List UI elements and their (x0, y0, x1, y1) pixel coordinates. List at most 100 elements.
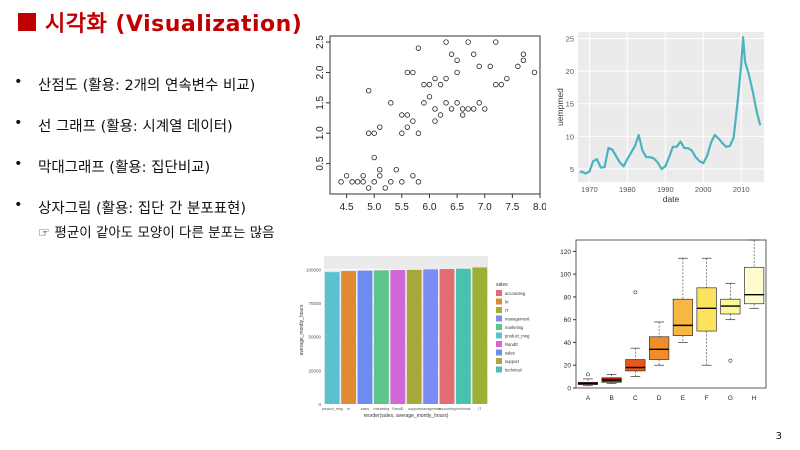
bullet-text: 상자그림 (활용: 집단 간 분포표현) (38, 201, 247, 217)
x-tick-label: C (633, 395, 638, 402)
scatter-point (404, 124, 411, 130)
scatter-point (454, 69, 460, 76)
bullet-item: • 선 그래프 (활용: 시계열 데이터) (14, 115, 314, 136)
scatter-point (426, 81, 433, 88)
scatter-point (531, 69, 538, 76)
scatter-point (504, 75, 510, 82)
x-tick-label: 5.0 (367, 202, 381, 213)
y-tick-label: 1.5 (315, 95, 326, 109)
scatter-point (432, 106, 438, 112)
scatter-point (432, 118, 438, 124)
scatter-point (371, 179, 377, 185)
y-axis-label: average_montly_hours (299, 304, 305, 355)
bar (472, 267, 488, 404)
outlier-point (633, 290, 638, 295)
bar (374, 270, 389, 404)
legend-label: hr (505, 300, 509, 305)
box-chart: 0 20 40 60 80 100 120 A B C D E F G H (560, 239, 767, 402)
scatter-point (448, 51, 455, 57)
x-tick-label: 2010 (733, 185, 750, 194)
y-tick-label: 0.5 (315, 156, 326, 170)
slide-title: 시각화 (Visualization) (18, 6, 302, 38)
x-tick-label: 7.5 (505, 202, 519, 213)
scatter-point (476, 100, 482, 106)
y-axis-label: uempmed (556, 88, 565, 126)
scatter-point (388, 100, 394, 106)
bullet-item: • 막대그래프 (활용: 집단비교) (14, 156, 314, 177)
legend-label: accounting (505, 291, 526, 296)
scatter-point (410, 118, 416, 124)
y-tick-label: 25000 (308, 368, 321, 373)
scatter-point (338, 179, 344, 185)
scatter-point (382, 185, 388, 191)
box-chart-panel: 0 20 40 60 80 100 120 A B C D E F G H (558, 236, 772, 410)
scatter-point (498, 81, 505, 88)
y-tick-label: 20 (564, 363, 572, 370)
legend-swatch (496, 324, 502, 330)
line-chart: 1970 1980 1990 2000 2010 5 10 15 20 25 date uempmed (555, 32, 764, 204)
scatter-point (404, 112, 411, 118)
scatter-point (404, 69, 411, 76)
title-text: 시각화 (Visualization) (45, 12, 303, 37)
x-tick-label: product_mng (322, 407, 343, 411)
legend-label: sales (505, 351, 515, 356)
scatter-point (482, 106, 488, 112)
x-tick-label: 7.0 (478, 202, 492, 213)
scatter-point (432, 75, 438, 82)
legend-swatch (496, 332, 502, 339)
bullet-item: • 산점도 (활용: 2개의 연속변수 비교) (14, 74, 314, 95)
scatter-point (349, 179, 355, 185)
x-axis-label: reorder(sales, average_montly_hours) (364, 413, 449, 419)
scatter-point (421, 81, 427, 88)
scatter-point (365, 130, 372, 136)
scatter-point (426, 94, 433, 100)
x-axis-label: date (663, 194, 680, 204)
scatter-point (388, 179, 394, 185)
y-tick-label: 80 (564, 294, 572, 301)
scatter-point (465, 106, 471, 112)
scatter-point (443, 100, 449, 106)
x-tick-label: sales (361, 407, 370, 411)
y-tick-label: 100 (560, 272, 571, 279)
legend-swatch (496, 298, 502, 305)
y-tick-label: 10 (566, 132, 574, 141)
bullet-subtext: ☞ 평균이 같아도 모양이 다른 분포는 많음 (38, 225, 275, 241)
bar-chart-panel: 0 25000 50000 75000 100000 product_mng hr sales… (296, 252, 538, 428)
y-tick-label: 2.0 (315, 65, 326, 79)
x-tick-label: 1980 (619, 185, 636, 194)
scatter-point (448, 106, 455, 112)
bar (406, 269, 422, 404)
x-tick-label: 4.5 (340, 202, 354, 213)
scatter-point (470, 51, 477, 57)
bullet-item: • 상자그림 (활용: 집단 간 분포표현) (14, 197, 314, 218)
legend-label: RandD (505, 342, 518, 347)
scatter-point (360, 173, 366, 179)
x-tick-label: F (705, 395, 709, 402)
x-tick-label: E (681, 395, 686, 402)
plot-frame (575, 239, 767, 389)
y-tick-label: 0 (318, 402, 321, 407)
x-tick-label: 5.5 (395, 202, 409, 213)
y-tick-label: 100000 (306, 267, 322, 272)
plot-background (578, 32, 764, 182)
legend-swatch (496, 349, 502, 356)
y-tick-label: 20 (566, 67, 574, 76)
box (649, 336, 670, 360)
scatter-point (415, 45, 422, 51)
scatter-point (410, 69, 416, 76)
scatter-point (399, 112, 405, 118)
x-tick-label: D (657, 395, 662, 402)
bar (439, 269, 455, 404)
box (744, 266, 765, 305)
y-tick-label: 5 (570, 165, 574, 174)
bar (423, 269, 438, 404)
legend-label: product_mng (505, 334, 530, 339)
scatter-point (377, 173, 383, 179)
scatter-point (454, 100, 460, 106)
x-tick-label: marketing (374, 407, 390, 411)
y-tick-label: 0 (567, 386, 571, 393)
scatter-point (459, 106, 466, 112)
title-square-icon (18, 13, 36, 31)
y-tick-label: 2.5 (315, 35, 326, 49)
